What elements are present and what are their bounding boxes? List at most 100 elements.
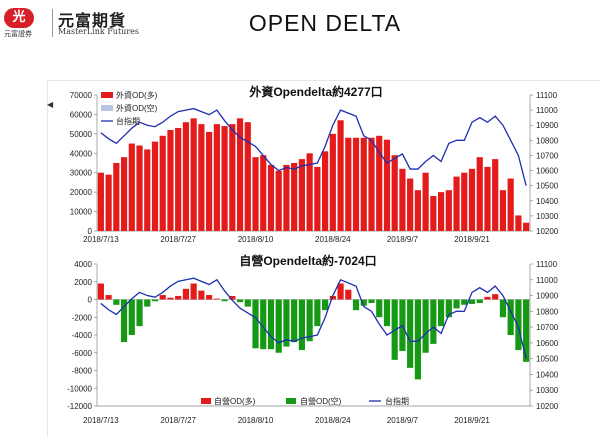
x-tick-label: 2018/7/13 bbox=[83, 235, 119, 244]
bar-mark bbox=[128, 143, 135, 231]
x-tick-label: 2018/9/7 bbox=[387, 416, 419, 425]
bar-mark bbox=[499, 299, 507, 318]
legend-swatch-long-foreign bbox=[101, 92, 113, 98]
bar-mark bbox=[190, 118, 197, 231]
bar-mark bbox=[182, 122, 190, 231]
x-tick-label: 2018/8/10 bbox=[238, 235, 274, 244]
bar-mark bbox=[275, 170, 282, 231]
bar-mark bbox=[391, 155, 398, 231]
bar-mark bbox=[252, 157, 259, 231]
bar-mark bbox=[136, 145, 143, 231]
bar-mark bbox=[430, 196, 437, 231]
bar-mark bbox=[213, 298, 220, 300]
bar-mark bbox=[190, 283, 197, 300]
bar-mark bbox=[476, 157, 483, 231]
bar-mark bbox=[329, 133, 336, 231]
bar-mark bbox=[267, 299, 275, 350]
bar-mark bbox=[283, 164, 290, 231]
bar-mark bbox=[198, 124, 205, 231]
bar-mark bbox=[507, 178, 514, 231]
right-tick-label: 11100 bbox=[536, 91, 558, 100]
brand-logo: 光 元富證券 元富期貨 MasterLink Futures bbox=[4, 8, 154, 42]
bar-mark bbox=[414, 299, 421, 380]
bar-mark bbox=[484, 296, 491, 300]
left-tick-label: 10000 bbox=[70, 208, 93, 217]
left-tick-label: 0 bbox=[88, 227, 93, 236]
right-tick-label: 10600 bbox=[536, 167, 559, 176]
right-tick-label: 10800 bbox=[536, 136, 559, 145]
legend-swatch-long-dealer bbox=[201, 398, 211, 404]
right-tick-label: 10200 bbox=[536, 402, 559, 411]
x-tick-label: 2018/7/13 bbox=[83, 416, 119, 425]
bar-mark bbox=[360, 137, 367, 231]
bar-mark bbox=[151, 299, 159, 302]
bar-mark bbox=[167, 129, 174, 231]
brand-name-cn: 元富期貨 bbox=[58, 11, 127, 30]
legend-swatch-short-foreign bbox=[101, 105, 113, 111]
left-tick-label: 40000 bbox=[70, 149, 93, 158]
scroll-left-icon[interactable]: ◀ bbox=[47, 100, 54, 109]
legend-label: 自營OD(空) bbox=[300, 396, 342, 406]
x-tick-label: 2018/7/27 bbox=[160, 235, 196, 244]
bar-mark bbox=[182, 288, 190, 300]
bar-mark bbox=[507, 299, 514, 335]
bar-mark bbox=[298, 299, 305, 351]
bar-mark bbox=[306, 299, 313, 342]
bar-mark bbox=[229, 295, 236, 300]
bar-mark bbox=[151, 141, 159, 231]
bar-mark bbox=[105, 295, 112, 300]
bar-mark bbox=[97, 172, 104, 231]
left-tick-label: -2000 bbox=[72, 313, 93, 322]
legend-swatch-short-dealer bbox=[286, 398, 296, 404]
bar-mark bbox=[314, 166, 321, 231]
right-tick-label: 10900 bbox=[536, 121, 559, 130]
bar-mark bbox=[422, 172, 429, 231]
right-tick-label: 10600 bbox=[536, 339, 559, 348]
bar-mark bbox=[445, 299, 452, 318]
bar-mark bbox=[345, 137, 352, 231]
bar-mark bbox=[97, 283, 104, 300]
bar-mark bbox=[291, 299, 298, 343]
left-tick-label: 20000 bbox=[70, 188, 93, 197]
left-tick-label: 2000 bbox=[74, 278, 92, 287]
taifex-line bbox=[100, 277, 527, 359]
bar-mark bbox=[368, 299, 375, 304]
bar-mark bbox=[337, 120, 344, 231]
bar-mark bbox=[437, 299, 445, 327]
bar-mark bbox=[376, 299, 383, 318]
bar-mark bbox=[337, 283, 344, 300]
bar-mark bbox=[291, 163, 298, 231]
right-tick-label: 11100 bbox=[536, 260, 558, 269]
bar-mark bbox=[453, 176, 460, 231]
bar-mark bbox=[314, 299, 321, 327]
bar-mark bbox=[113, 299, 120, 305]
bar-mark bbox=[499, 190, 507, 231]
left-tick-label: -4000 bbox=[72, 331, 93, 340]
legend-label: 台指期 bbox=[116, 116, 140, 126]
bar-mark bbox=[407, 178, 414, 231]
bar-mark bbox=[445, 190, 452, 231]
bar-mark bbox=[206, 295, 213, 300]
bar-mark bbox=[360, 299, 367, 306]
bar-mark bbox=[329, 295, 336, 300]
bar-mark bbox=[213, 124, 220, 231]
bar-mark bbox=[128, 299, 135, 335]
bar-mark bbox=[461, 299, 468, 305]
bar-mark bbox=[437, 192, 445, 231]
bar-mark bbox=[298, 159, 305, 231]
x-tick-label: 2018/9/21 bbox=[454, 235, 490, 244]
bar-mark bbox=[461, 172, 468, 231]
bar-mark bbox=[468, 299, 476, 304]
x-tick-label: 2018/9/21 bbox=[454, 416, 490, 425]
bar-mark bbox=[159, 135, 166, 231]
bar-mark bbox=[322, 299, 329, 311]
x-tick-label: 2018/7/27 bbox=[160, 416, 196, 425]
right-tick-label: 10500 bbox=[536, 182, 559, 191]
bar-mark bbox=[376, 135, 383, 231]
page-title: OPEN DELTA bbox=[248, 10, 402, 36]
chart-title: 外資Opendelta約4277口 bbox=[249, 84, 382, 99]
left-tick-label: 50000 bbox=[70, 130, 93, 139]
bar-mark bbox=[422, 299, 429, 353]
right-tick-label: 11000 bbox=[536, 276, 558, 285]
right-tick-label: 10200 bbox=[536, 227, 559, 236]
